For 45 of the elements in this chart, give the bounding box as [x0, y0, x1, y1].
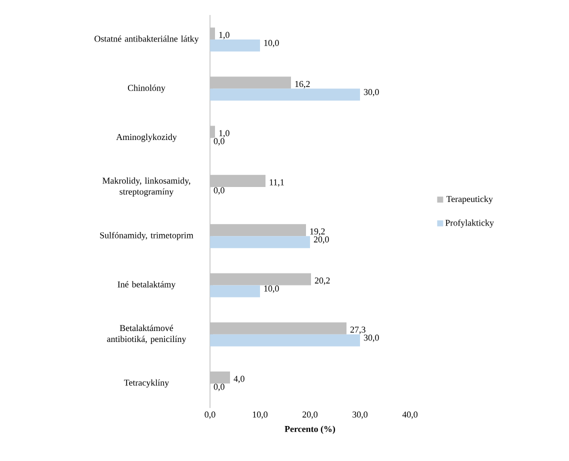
data-label: 4,0 [234, 376, 244, 384]
data-label: 0,0 [214, 384, 224, 392]
bar [210, 40, 260, 52]
y-tick-label: Iné betalaktámy [118, 281, 176, 290]
bar [210, 322, 346, 334]
legend-label: Profylakticky [445, 219, 494, 228]
y-tick-label: Tetracyklíny [124, 379, 170, 388]
y-tick-label: Ostatné antibakteriálne látky [94, 35, 199, 44]
x-axis-title: Percento (%) [284, 426, 336, 434]
legend-label: Terapeuticky [446, 196, 493, 204]
data-label: 1,0 [219, 32, 230, 40]
data-label: 10,0 [264, 286, 279, 293]
bar [210, 371, 230, 384]
data-label: 0,0 [214, 138, 224, 146]
data-label: 11,1 [270, 179, 284, 187]
y-tick-label: Makrolidy, linkosamidy, streptogramíny [102, 177, 190, 196]
data-label: 19,2 [310, 228, 325, 236]
data-label: 30,0 [364, 89, 379, 96]
bar [210, 88, 360, 101]
y-tick-label: Aminoglykozidy [116, 134, 177, 142]
data-label: 16,2 [295, 81, 310, 88]
data-label: 27,3 [350, 326, 366, 334]
y-tick-label: Betalaktámové antibiotiká, penicilíny [107, 324, 186, 344]
x-tick-label: 40,0 [402, 412, 418, 419]
bar [210, 76, 291, 89]
x-tick-label: 0,0 [204, 412, 216, 419]
bar [210, 285, 260, 298]
x-tick-label: 30,0 [352, 412, 368, 419]
bar [210, 224, 306, 236]
bar [210, 174, 266, 187]
y-tick-label: Sulfónamidy, trimetoprim [100, 232, 194, 240]
bar [210, 334, 360, 346]
bar [210, 236, 310, 248]
bar [210, 273, 311, 286]
bar [210, 28, 215, 40]
data-label: 0,0 [214, 187, 224, 195]
data-label: 20,2 [314, 278, 330, 285]
data-label: 10,0 [264, 40, 279, 48]
x-tick-label: 20,0 [302, 412, 318, 419]
data-label: 30,0 [364, 334, 379, 342]
y-tick-label: Chinolóny [128, 84, 166, 93]
data-label: 1,0 [219, 130, 230, 138]
x-tick-label: 10,0 [252, 412, 268, 419]
bar [210, 126, 215, 138]
data-label: 20,0 [314, 236, 329, 244]
